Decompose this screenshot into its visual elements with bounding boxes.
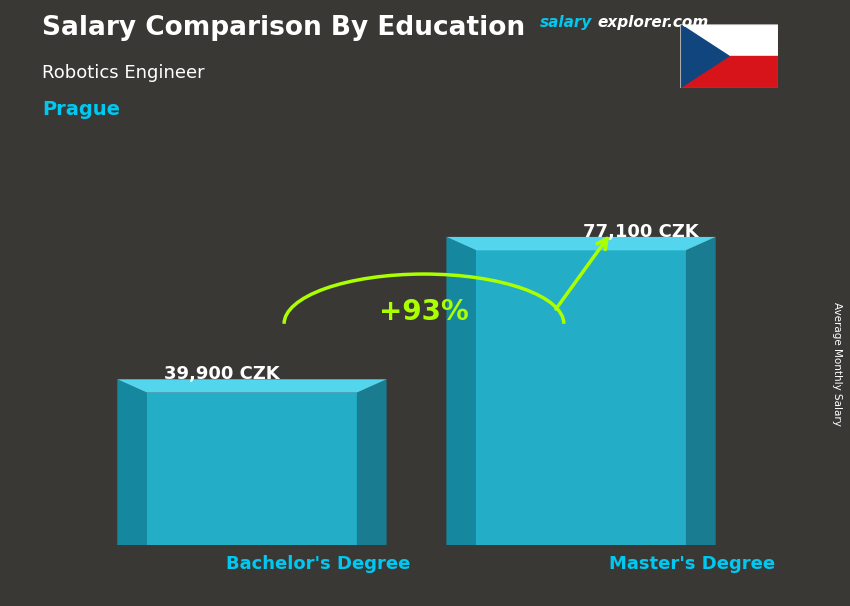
- Polygon shape: [117, 379, 387, 393]
- Text: 39,900 CZK: 39,900 CZK: [164, 365, 280, 383]
- Text: Master's Degree: Master's Degree: [609, 554, 775, 573]
- Bar: [476, 250, 686, 545]
- Polygon shape: [446, 237, 476, 545]
- Text: Bachelor's Degree: Bachelor's Degree: [226, 554, 410, 573]
- Text: Robotics Engineer: Robotics Engineer: [42, 64, 205, 82]
- Bar: [680, 24, 778, 56]
- Polygon shape: [446, 237, 716, 250]
- Polygon shape: [680, 24, 728, 88]
- Polygon shape: [357, 379, 387, 545]
- Polygon shape: [117, 379, 147, 545]
- Text: Prague: Prague: [42, 100, 121, 119]
- Bar: [680, 56, 778, 88]
- Text: Salary Comparison By Education: Salary Comparison By Education: [42, 15, 525, 41]
- Polygon shape: [686, 237, 716, 545]
- Text: Average Monthly Salary: Average Monthly Salary: [832, 302, 842, 425]
- Text: +93%: +93%: [379, 298, 469, 326]
- Text: explorer.com: explorer.com: [598, 15, 709, 30]
- Text: salary: salary: [540, 15, 592, 30]
- Bar: [147, 393, 357, 545]
- Text: 77,100 CZK: 77,100 CZK: [583, 223, 699, 241]
